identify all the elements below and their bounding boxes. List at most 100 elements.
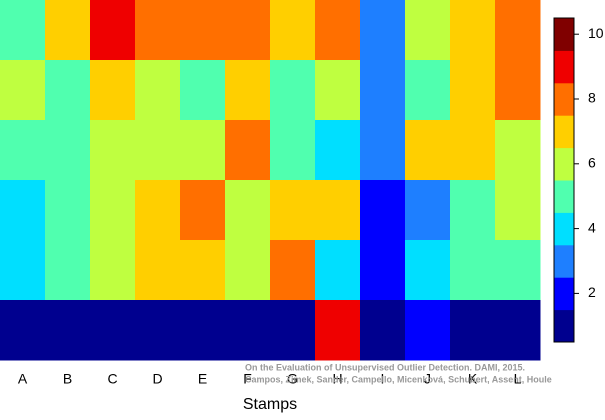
colorbar-tick-label: 2	[588, 284, 596, 300]
cell	[90, 120, 136, 181]
cell	[180, 0, 226, 61]
cell	[180, 120, 226, 181]
footnote: On the Evaluation of Unsupervised Outlie…	[245, 362, 525, 372]
cell	[90, 0, 136, 61]
cell	[135, 240, 181, 301]
cell	[135, 60, 181, 121]
cell	[450, 60, 496, 121]
cell	[180, 60, 226, 121]
cell	[225, 60, 271, 121]
cell	[45, 120, 91, 181]
cell	[495, 60, 541, 121]
cell	[360, 0, 406, 61]
cell	[405, 240, 451, 301]
cell	[495, 180, 541, 241]
x-tick-label: C	[107, 371, 117, 387]
x-tick-label: I	[381, 371, 385, 387]
cell	[0, 60, 46, 121]
colorbar-band	[554, 309, 574, 343]
cell	[0, 120, 46, 181]
cell	[315, 180, 361, 241]
x-tick-label: H	[332, 371, 342, 387]
colorbar-band	[554, 244, 574, 278]
cell	[360, 120, 406, 181]
x-tick-label: D	[152, 371, 162, 387]
x-tick-label: J	[424, 371, 431, 387]
cell	[315, 240, 361, 301]
cell	[405, 60, 451, 121]
cell	[495, 120, 541, 181]
colorbar-band	[554, 212, 574, 246]
cell	[315, 300, 361, 361]
cell	[0, 0, 46, 61]
cell	[450, 0, 496, 61]
x-tick-label: E	[198, 371, 207, 387]
cell	[495, 0, 541, 61]
x-tick-label: L	[514, 371, 522, 387]
x-axis-label: Stamps	[243, 396, 297, 413]
cell	[180, 300, 226, 361]
cell	[90, 240, 136, 301]
cell	[360, 180, 406, 241]
cell	[315, 0, 361, 61]
cell	[450, 240, 496, 301]
cell	[45, 0, 91, 61]
cell	[0, 240, 46, 301]
cell	[405, 180, 451, 241]
cell	[270, 240, 316, 301]
cell	[315, 120, 361, 181]
cell	[405, 300, 451, 361]
cell	[180, 180, 226, 241]
footnote: Campos, Zimek, Sander, Campello, Micenko…	[245, 374, 552, 384]
cell	[135, 300, 181, 361]
cell	[225, 0, 271, 61]
cell	[0, 300, 46, 361]
cell	[225, 240, 271, 301]
x-tick-label: B	[63, 371, 72, 387]
cell	[270, 0, 316, 61]
colorbar-band	[554, 18, 574, 51]
colorbar-band	[554, 147, 574, 181]
cell	[495, 240, 541, 301]
cell	[135, 120, 181, 181]
x-tick-label: K	[468, 371, 478, 387]
x-tick-label: G	[287, 371, 298, 387]
colorbar-tick-label: 10	[588, 25, 604, 41]
colorbar-tick-label: 6	[588, 155, 596, 171]
cell	[450, 300, 496, 361]
cell	[135, 0, 181, 61]
cell	[450, 180, 496, 241]
x-tick-label: F	[243, 371, 252, 387]
cell	[270, 300, 316, 361]
cell	[45, 60, 91, 121]
cell	[225, 120, 271, 181]
cell	[45, 240, 91, 301]
cell	[270, 60, 316, 121]
cell	[90, 180, 136, 241]
cell	[45, 300, 91, 361]
cell	[315, 60, 361, 121]
cell	[405, 120, 451, 181]
colorbar-tick-label: 4	[588, 219, 596, 235]
cell	[450, 120, 496, 181]
colorbar-tick-label: 8	[588, 90, 596, 106]
cell	[270, 120, 316, 181]
cell	[90, 60, 136, 121]
cell	[45, 180, 91, 241]
cell	[270, 180, 316, 241]
cell	[495, 300, 541, 361]
cell	[0, 180, 46, 241]
colorbar-band	[554, 115, 574, 149]
colorbar-band	[554, 82, 574, 116]
cell	[90, 300, 136, 361]
cell	[360, 300, 406, 361]
cell	[225, 180, 271, 241]
cell	[405, 0, 451, 61]
colorbar-frame	[553, 17, 575, 343]
colorbar-band	[554, 180, 574, 213]
colorbar-band	[554, 277, 574, 311]
x-tick-label: A	[18, 371, 28, 387]
cell	[360, 240, 406, 301]
cell	[360, 60, 406, 121]
